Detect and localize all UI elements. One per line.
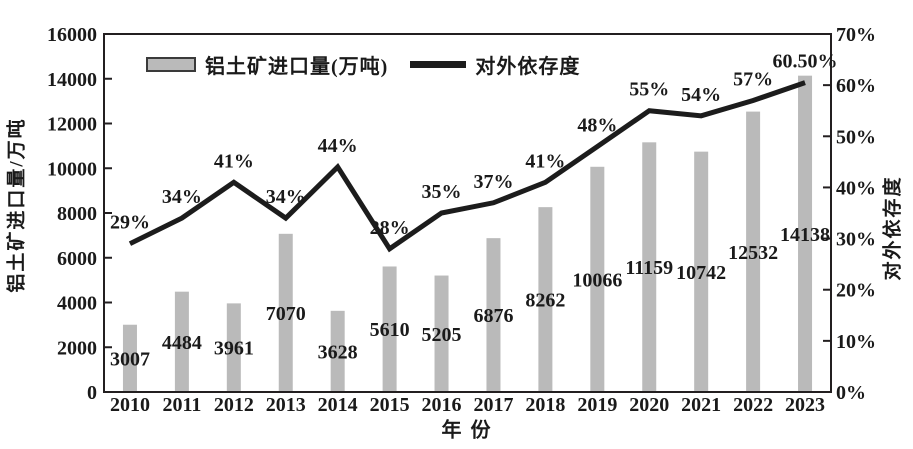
bar-value-2018: 8262 (525, 290, 565, 312)
bar-value-2016: 5205 (422, 324, 462, 346)
bar-2016 (434, 275, 449, 392)
pct-label-2018: 41% (525, 150, 565, 172)
x-tick-label: 2023 (785, 394, 825, 416)
bar-2018 (538, 207, 553, 392)
right-tick-label: 60% (836, 75, 876, 97)
bar-2017 (486, 238, 501, 392)
pct-label-2011: 34% (162, 186, 202, 208)
chart-legend: 铝土矿进口量(万吨) 对外依存度 (146, 50, 580, 79)
bar-2023 (798, 75, 813, 393)
x-tick-label: 2019 (577, 394, 617, 416)
right-tick-label: 70% (836, 24, 876, 46)
bar-value-2017: 6876 (473, 305, 513, 327)
right-tick-label: 30% (836, 229, 876, 251)
right-tick-label: 20% (836, 280, 876, 302)
left-tick-label: 12000 (47, 114, 97, 136)
pct-label-2021: 54% (681, 84, 721, 106)
bar-value-2013: 7070 (266, 303, 306, 325)
bar-value-2014: 3628 (318, 341, 358, 363)
x-tick-label: 2021 (681, 394, 721, 416)
bar-2013 (278, 233, 293, 392)
x-axis-title: 年 份 (441, 419, 493, 442)
left-tick-label: 6000 (57, 248, 97, 270)
legend-line-swatch (410, 61, 467, 68)
bar-value-2021: 10742 (676, 262, 726, 284)
dependency-line (128, 80, 806, 253)
left-tick-label: 0 (87, 382, 97, 404)
pct-label-2019: 48% (577, 115, 617, 137)
bar-value-2012: 3961 (214, 338, 254, 360)
left-axis-title: 铝土矿进口量/万吨 (6, 117, 28, 293)
left-tick-label: 10000 (47, 158, 97, 180)
x-tick-label: 2017 (473, 394, 513, 416)
bar-2012 (226, 303, 241, 392)
bar-value-2023: 14138 (780, 224, 830, 246)
pct-label-2015: 28% (370, 217, 410, 239)
pct-label-2013: 34% (266, 186, 306, 208)
pct-label-2022: 57% (733, 68, 773, 90)
bar-value-2015: 5610 (370, 319, 410, 341)
x-tick-label: 2018 (525, 394, 565, 416)
bar-2019 (590, 166, 605, 392)
bar-2020 (642, 142, 657, 392)
x-tick-label: 2015 (370, 394, 410, 416)
pct-label-2012: 41% (214, 150, 254, 172)
bar-2022 (746, 111, 761, 392)
x-tick-label: 2013 (266, 394, 306, 416)
bar-2011 (174, 291, 189, 392)
pct-label-2016: 35% (422, 181, 462, 203)
left-tick-label: 16000 (47, 24, 97, 46)
bar-2021 (694, 151, 709, 392)
pct-label-2010: 29% (110, 212, 150, 234)
x-tick-label: 2014 (318, 394, 358, 416)
right-tick-label: 0% (836, 382, 866, 404)
right-axis-title: 对外依存度 (882, 175, 904, 281)
x-tick-label: 2010 (110, 394, 150, 416)
bar-2014 (330, 310, 345, 392)
pct-label-2014: 44% (318, 135, 358, 157)
bar-2010 (122, 324, 137, 392)
left-tick-label: 4000 (57, 293, 97, 315)
legend-line-label: 对外依存度 (475, 56, 581, 78)
legend-bar-swatch (146, 57, 196, 72)
x-tick-label: 2020 (629, 394, 669, 416)
left-tick-label: 14000 (47, 69, 97, 91)
x-tick-label: 2016 (422, 394, 462, 416)
bar-value-2022: 12532 (728, 242, 778, 264)
x-tick-label: 2022 (733, 394, 773, 416)
right-tick-label: 40% (836, 177, 876, 199)
right-tick-label: 50% (836, 126, 876, 148)
x-tick-label: 2012 (214, 394, 254, 416)
pct-label-2023: 60.50% (773, 51, 838, 73)
left-tick-label: 2000 (57, 337, 97, 359)
pct-label-2020: 55% (629, 79, 669, 101)
left-tick-label: 8000 (57, 203, 97, 225)
bar-value-2020: 11159 (625, 257, 673, 279)
legend-bar-label: 铝土矿进口量(万吨) (205, 56, 389, 78)
right-tick-label: 10% (836, 331, 876, 353)
x-tick-label: 2011 (162, 394, 201, 416)
bar-value-2011: 4484 (162, 332, 202, 354)
pct-label-2017: 37% (473, 171, 513, 193)
bar-value-2019: 10066 (572, 269, 622, 291)
bar-value-2010: 3007 (110, 348, 150, 370)
bar-2015 (382, 266, 397, 392)
